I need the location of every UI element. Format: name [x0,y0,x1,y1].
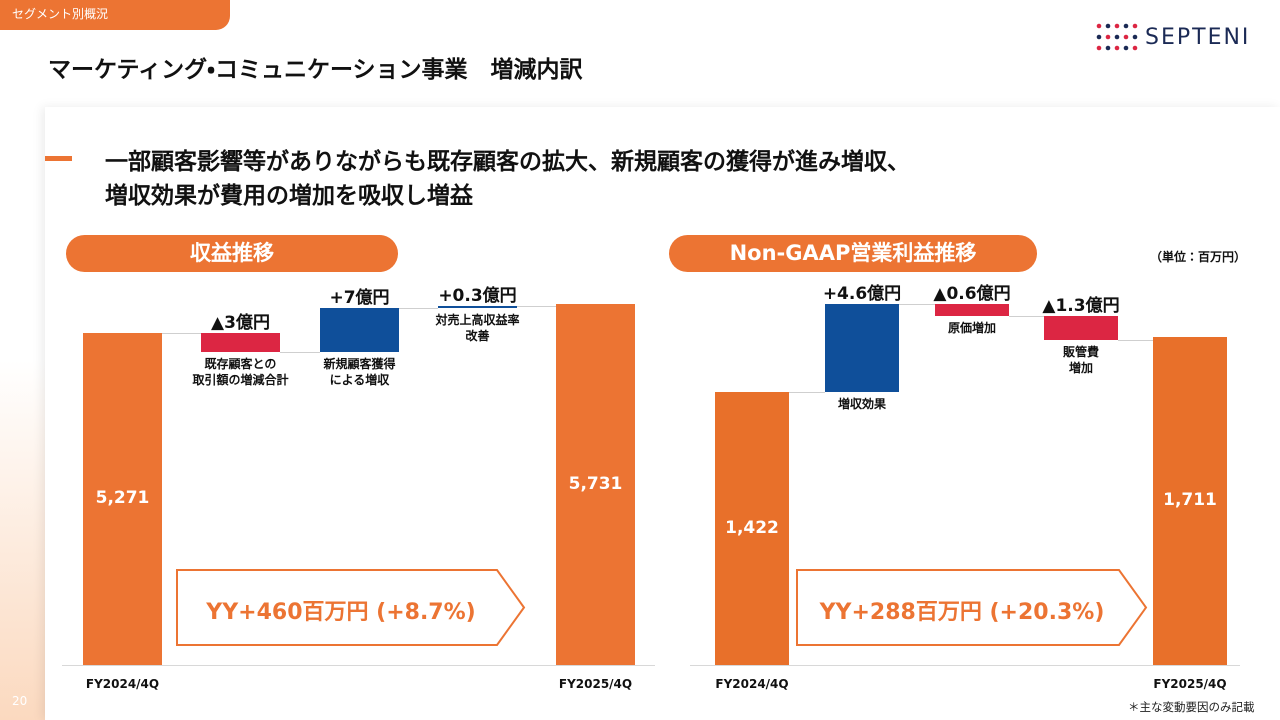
value-label: 5,731 [568,473,623,494]
connector [1118,340,1153,342]
bar [715,392,789,665]
baseline [690,665,1240,666]
category-label: FY2024/4Q [715,677,789,691]
category-label: 既存顧客との 取引額の増減合計 [192,356,289,387]
bullet-dash [45,156,72,161]
bar [1044,315,1118,341]
bar [83,332,162,665]
summary-arrow [796,569,1148,646]
bar [438,305,517,308]
baseline [62,665,655,666]
connector [517,305,556,307]
value-label: ▲0.6億円 [933,284,1011,304]
category-label: FY2025/4Q [1153,677,1227,691]
value-label: +7億円 [329,287,390,308]
category-label: 原価増加 [947,320,996,335]
category-label: 増収効果 [837,397,886,412]
slide-title: マーケティング・コミュニケーション事業 増減内訳 [48,57,583,83]
bar [935,304,1009,316]
connector [899,304,935,305]
section-tab: セグメント別概況 [0,0,230,30]
value-label: ▲1.3億円 [1042,295,1120,316]
headline: 増収効果が費用の増加を吸収し増益 [105,183,473,209]
bar [556,304,635,665]
value-label: 5,271 [95,487,150,508]
connector [162,332,201,334]
value-label: 1,711 [1163,489,1217,510]
connector [280,351,320,353]
chart-title: Non-GAAP営業利益推移 [669,235,1037,272]
connector [1009,315,1044,317]
connector [789,392,825,394]
arrow-shape [796,569,1148,646]
arrow-shape [176,569,526,646]
unit-note: （単位：百万円） [1150,250,1247,264]
connector [399,307,438,309]
bar [1153,336,1227,665]
page-number: 20 [12,694,28,708]
category-label: 対売上高収益率 改善 [435,312,520,343]
summary: YY+460百万円 (+8.7%) [206,600,476,625]
chart-title: 収益推移 [66,235,398,272]
footnote: ＊主な変動要因のみ記載 [1128,700,1255,714]
value-label: ▲3億円 [211,312,270,333]
category-label: FY2025/4Q [558,677,633,691]
logo-mark [1096,23,1138,51]
bar [825,304,899,393]
bar [201,332,280,352]
summary: YY+288百万円 (+20.3%) [819,600,1105,625]
category-label: FY2024/4Q [85,677,160,691]
summary-arrow [176,569,526,646]
category-label: 販管費 増加 [1062,345,1099,376]
value-label: +0.3億円 [438,285,517,306]
logo-text: SEPTENI [1145,25,1251,50]
headline: 一部顧客影響等がありながらも既存顧客の拡大、新規顧客の獲得が進み増収、 [105,149,910,175]
value-label: +4.6億円 [822,284,902,304]
value-label: 1,422 [725,517,779,538]
bar [320,307,399,352]
category-label: 新規顧客獲得 による増収 [323,356,396,387]
